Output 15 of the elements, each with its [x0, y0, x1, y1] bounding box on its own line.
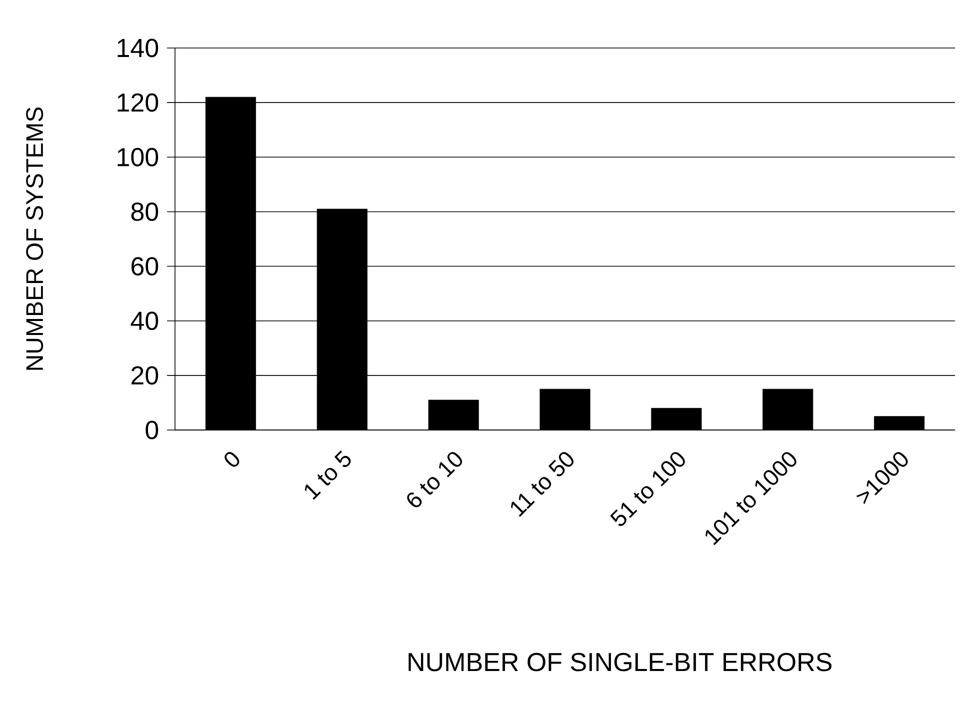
x-tick-label: 51 to 100 — [610, 452, 685, 526]
y-tick-label: 60 — [132, 257, 158, 276]
y-tick-label: 40 — [130, 312, 158, 330]
y-tick-label: 100 — [118, 148, 158, 166]
y-tick-label: 80 — [131, 202, 158, 221]
x-tick-label: 11 to 50 — [510, 452, 574, 517]
x-axis-title: NUMBER OF SINGLE-BIT ERRORS — [408, 652, 832, 672]
x-tick-label: 0 — [224, 452, 240, 467]
y-tick-label: 120 — [118, 93, 158, 112]
y-tick-label: 20 — [132, 366, 158, 385]
y-tick-label: 140 — [118, 38, 158, 58]
x-tick-label: 6 to 10 — [407, 452, 462, 508]
x-tick-label: 1 to 5 — [304, 450, 351, 500]
y-tick-label: 0 — [146, 420, 158, 440]
y-axis-title: NUMBER OF SYSTEMS — [26, 107, 44, 370]
